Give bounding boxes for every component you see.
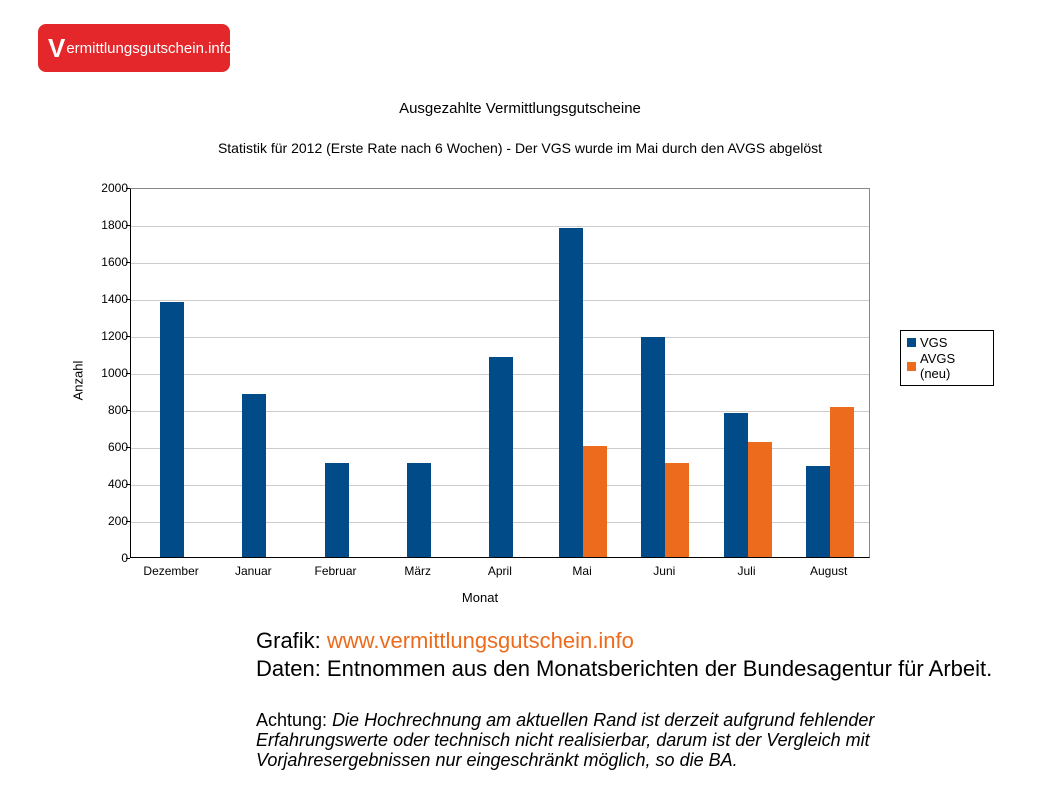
y-tick-mark — [126, 373, 130, 374]
logo-badge: Vermittlungsgutschein.info — [38, 24, 230, 72]
chart-title: Ausgezahlte Vermittlungsgutscheine — [0, 100, 1040, 117]
y-tick-label: 200 — [88, 514, 128, 528]
x-tick-label: Februar — [296, 564, 376, 578]
achtung-text: Die Hochrechnung am aktuellen Rand ist d… — [256, 710, 874, 770]
bar — [242, 394, 266, 557]
gridline — [131, 300, 869, 301]
y-tick-mark — [126, 225, 130, 226]
bar — [830, 407, 854, 557]
y-tick-label: 1000 — [88, 366, 128, 380]
gridline — [131, 226, 869, 227]
legend-label: VGS — [920, 335, 947, 350]
y-tick-mark — [126, 336, 130, 337]
footer-grafik: Grafik: www.vermittlungsgutschein.info — [256, 628, 996, 654]
x-tick-label: August — [789, 564, 869, 578]
bar — [641, 337, 665, 557]
y-tick-label: 1600 — [88, 255, 128, 269]
bar — [407, 463, 431, 557]
x-tick-label: März — [378, 564, 458, 578]
grafik-label: Grafik: — [256, 628, 327, 653]
y-tick-label: 800 — [88, 403, 128, 417]
y-tick-mark — [126, 484, 130, 485]
y-tick-mark — [126, 447, 130, 448]
y-tick-label: 400 — [88, 477, 128, 491]
bar — [489, 357, 513, 557]
y-tick-mark — [126, 410, 130, 411]
bar — [325, 463, 349, 557]
x-tick-label: April — [460, 564, 540, 578]
x-tick-label: Mai — [542, 564, 622, 578]
bar — [724, 413, 748, 557]
y-tick-label: 0 — [88, 551, 128, 565]
x-axis-label: Monat — [0, 590, 960, 605]
bar — [748, 442, 772, 557]
legend-label: AVGS (neu) — [920, 351, 987, 381]
plot-area — [130, 188, 870, 558]
achtung-label: Achtung: — [256, 710, 332, 730]
y-tick-label: 1200 — [88, 329, 128, 343]
y-axis-label: Anzahl — [70, 361, 85, 401]
legend-swatch — [907, 362, 916, 371]
bar — [559, 228, 583, 557]
legend: VGSAVGS (neu) — [900, 330, 994, 386]
x-tick-label: Juni — [624, 564, 704, 578]
logo-text: ermittlungsgutschein.info — [66, 40, 232, 57]
legend-row: AVGS (neu) — [907, 351, 987, 381]
y-tick-label: 1400 — [88, 292, 128, 306]
y-tick-mark — [126, 558, 130, 559]
legend-row: VGS — [907, 335, 987, 350]
legend-swatch — [907, 338, 916, 347]
bar — [665, 463, 689, 557]
x-tick-label: Januar — [213, 564, 293, 578]
y-tick-mark — [126, 262, 130, 263]
footer-daten: Daten: Entnommen aus den Monatsberichten… — [256, 655, 996, 682]
y-tick-mark — [126, 299, 130, 300]
bar — [583, 446, 607, 557]
y-tick-mark — [126, 188, 130, 189]
grafik-link: www.vermittlungsgutschein.info — [327, 628, 634, 653]
footer-achtung: Achtung: Die Hochrechnung am aktuellen R… — [256, 710, 996, 770]
gridline — [131, 263, 869, 264]
y-tick-label: 2000 — [88, 181, 128, 195]
x-tick-label: Dezember — [131, 564, 211, 578]
y-tick-label: 1800 — [88, 218, 128, 232]
gridline — [131, 337, 869, 338]
bar — [806, 466, 830, 557]
logo-letter: V — [48, 33, 65, 64]
bar — [160, 302, 184, 557]
x-tick-label: Juli — [707, 564, 787, 578]
y-tick-label: 600 — [88, 440, 128, 454]
y-tick-mark — [126, 521, 130, 522]
chart-subtitle: Statistik für 2012 (Erste Rate nach 6 Wo… — [0, 140, 1040, 156]
